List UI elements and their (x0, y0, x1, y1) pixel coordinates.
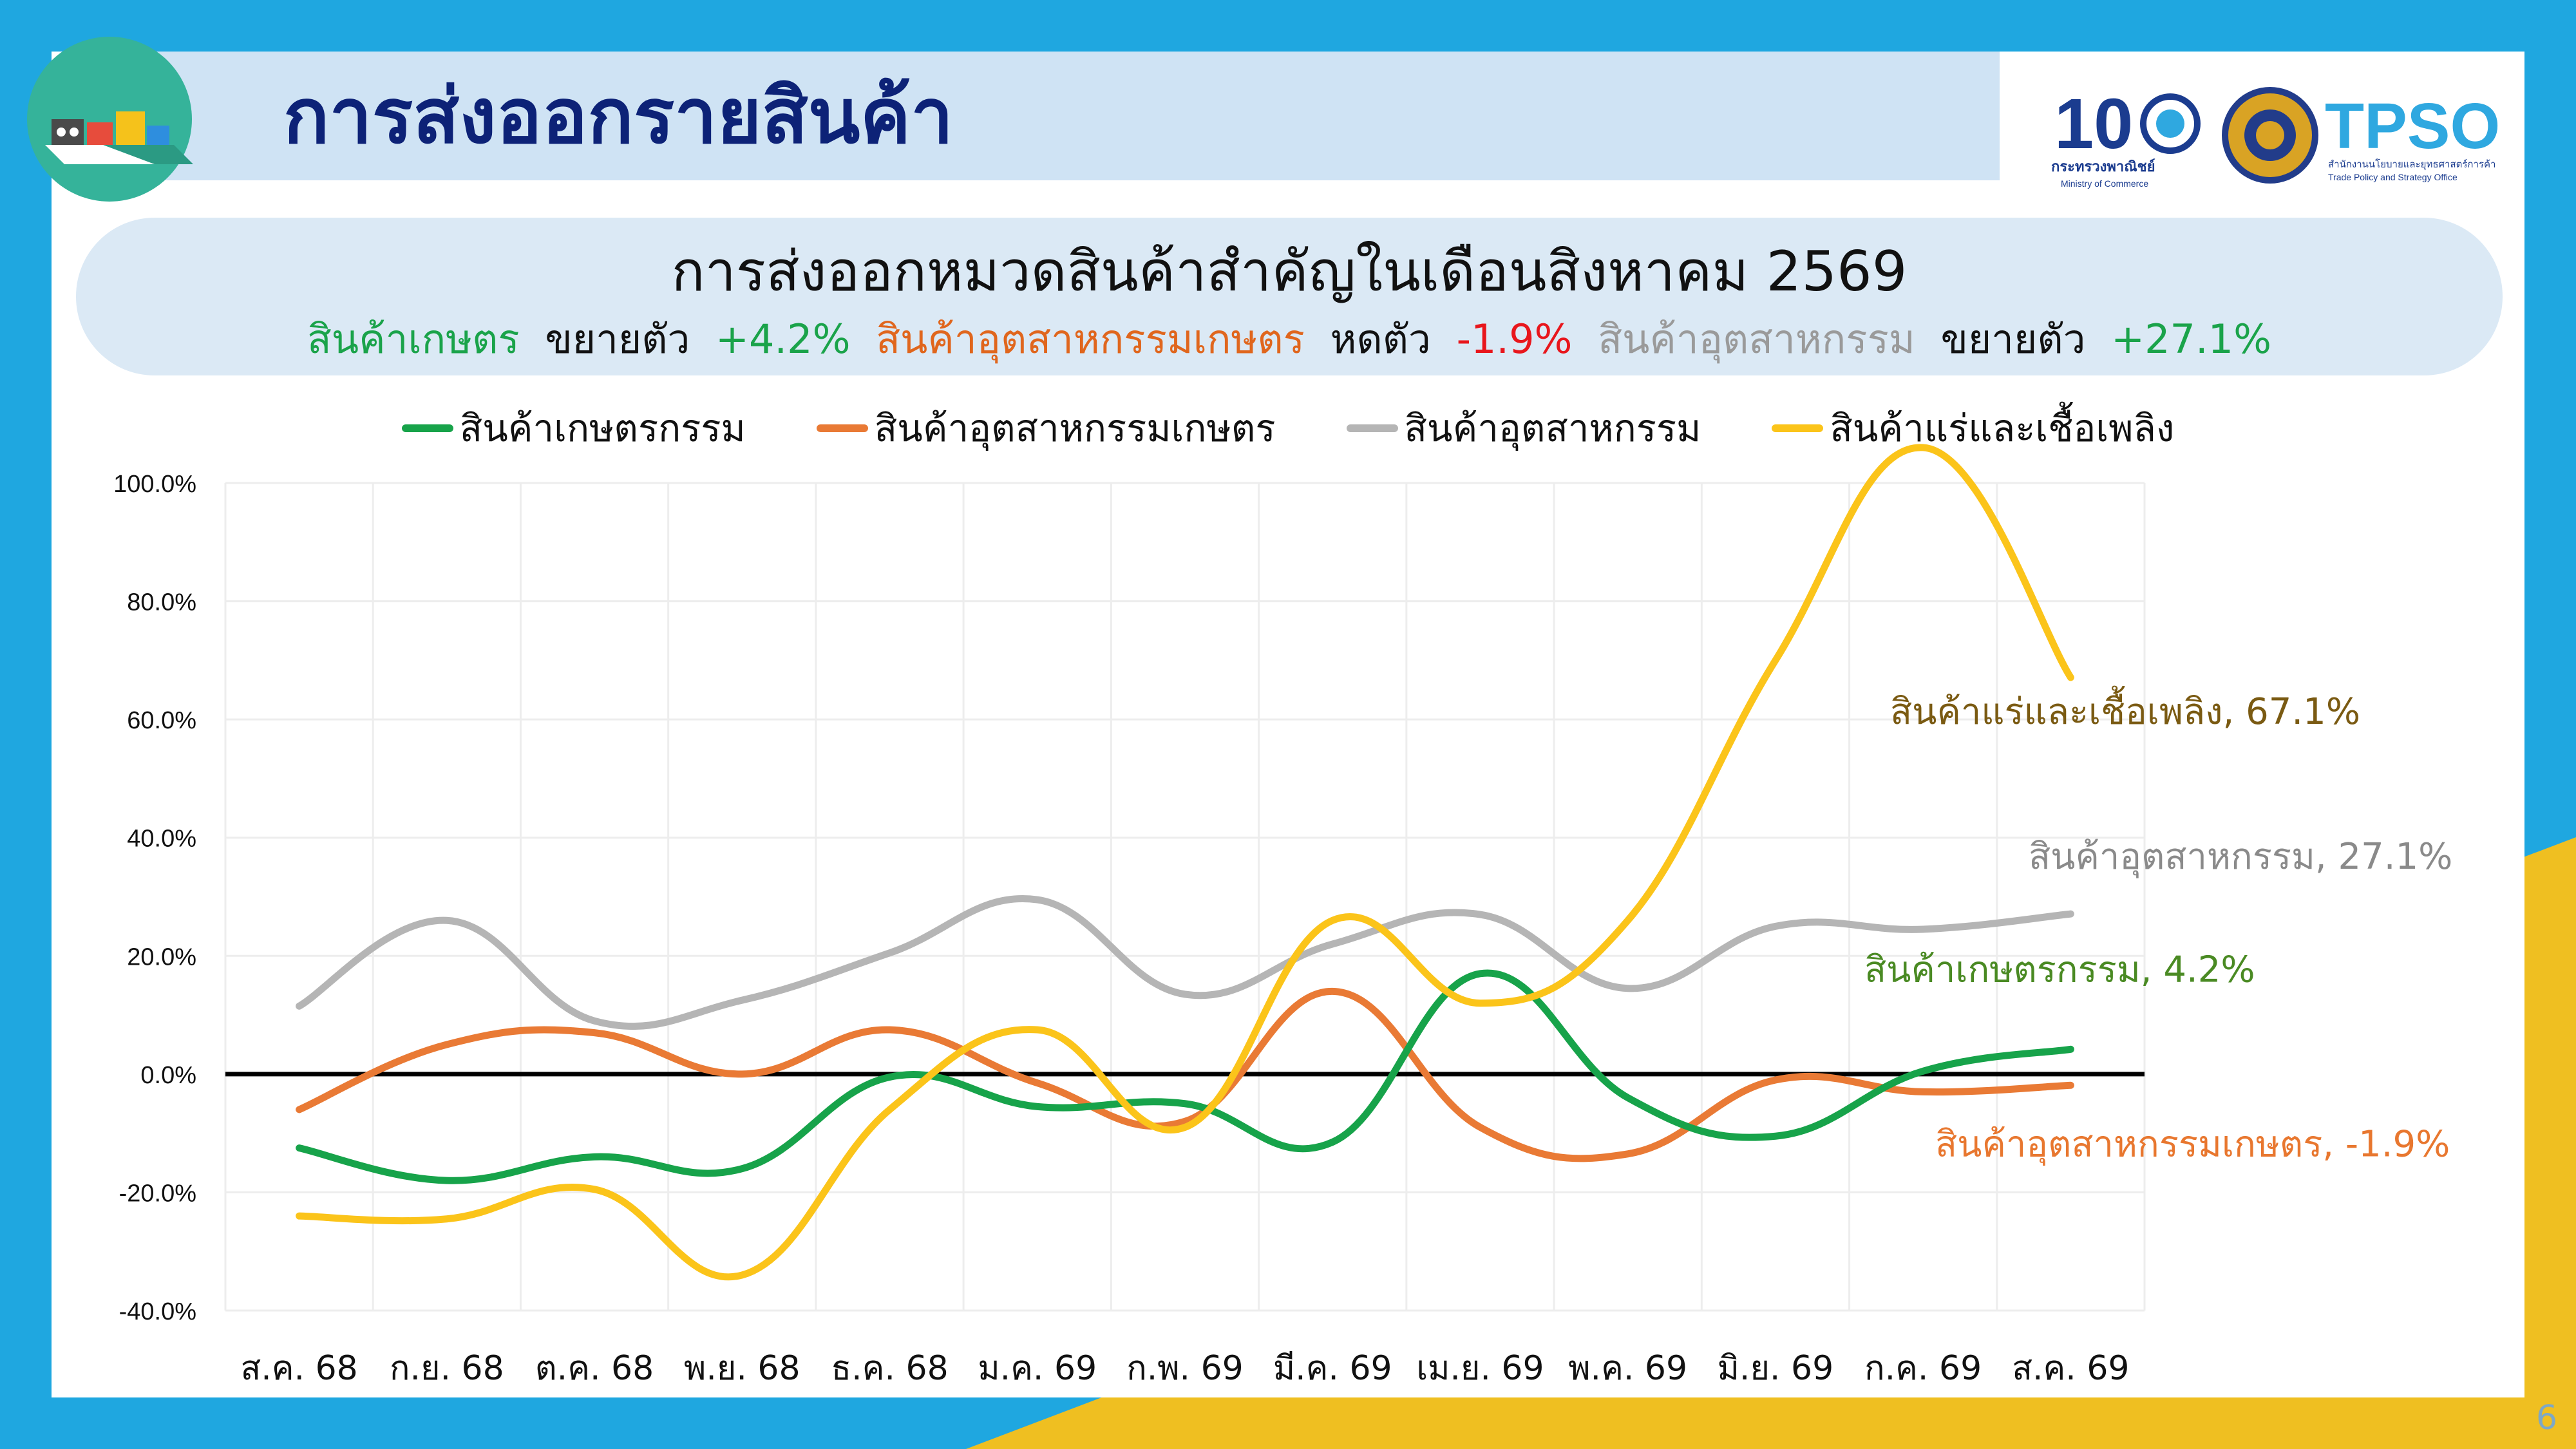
legend-item-agroind: สินค้าอุตสาหกรรมเกษตร (816, 398, 1276, 458)
summary-agroind-verb: หดตัว (1330, 316, 1431, 363)
y-tick-label: -40.0% (119, 1298, 196, 1325)
y-tick-label: -20.0% (119, 1180, 196, 1207)
page-number: 6 (2536, 1399, 2558, 1437)
x-tick-label: ม.ค. 69 (978, 1349, 1097, 1388)
legend-swatch-fuel (1772, 424, 1824, 432)
legend-label-fuel: สินค้าแร่และเชื้อเพลิง (1830, 406, 2175, 450)
y-tick-label: 80.0% (127, 589, 196, 616)
x-tick-label: ส.ค. 68 (240, 1349, 357, 1388)
x-tick-label: ก.ค. 69 (1864, 1349, 1982, 1388)
x-tick-label: ส.ค. 69 (2012, 1349, 2129, 1388)
legend-swatch-agroind (816, 424, 868, 432)
page-title: การส่งออกรายสินค้า (283, 71, 954, 160)
x-tick-label: ต.ค. 68 (535, 1349, 654, 1388)
summary-banner (76, 218, 2503, 375)
legend-item-ind: สินค้าอุตสาหกรรม (1346, 398, 1701, 458)
summary-agri-name: สินค้าเกษตร (307, 316, 520, 363)
y-tick-label: 100.0% (113, 471, 196, 498)
organization-logos: 10 กระทรวงพาณิชย์ Ministry of Commerce T… (2051, 84, 2500, 189)
summary-ind-name: สินค้าอุตสาหกรรม (1598, 316, 1915, 363)
x-tick-label: พ.ย. 68 (684, 1349, 800, 1388)
summary-agroind-value: -1.9% (1456, 316, 1573, 363)
summary-agri-value: +4.2% (715, 316, 851, 363)
svg-text:กระทรวงพาณิชย์: กระทรวงพาณิชย์ (2051, 158, 2155, 175)
y-tick-label: 40.0% (127, 826, 196, 853)
y-tick-label: 60.0% (127, 707, 196, 734)
summary-ind-verb: ขยายตัว (1940, 316, 2086, 363)
legend-label-agroind: สินค้าอุตสาหกรรมเกษตร (874, 406, 1276, 450)
end-label-agriculture: สินค้าเกษตรกรรม, 4.2% (1864, 949, 2255, 990)
legend-label-agri: สินค้าเกษตรกรรม (459, 406, 746, 450)
end-label-agro-industry: สินค้าอุตสาหกรรมเกษตร, -1.9% (1935, 1123, 2450, 1166)
summary-title: การส่งออกหมวดสินค้าสำคัญในเดือนสิงหาคม 2… (671, 240, 1908, 304)
title-band (109, 52, 2000, 180)
end-label-mineral-fuel: สินค้าแร่และเชื้อเพลิง, 67.1% (1890, 686, 2360, 733)
legend-swatch-ind (1346, 424, 1398, 432)
svg-text:สำนักงานนโยบายและยุทธศาสตร์การ: สำนักงานนโยบายและยุทธศาสตร์การค้า (2328, 158, 2496, 171)
moc-100-logo-text: 10 (2054, 84, 2133, 164)
tpso-logo-text: TPSO (2325, 90, 2500, 162)
x-tick-label: พ.ค. 69 (1568, 1349, 1687, 1388)
series-line-industry (296, 895, 2074, 1030)
x-tick-label: ก.พ. 69 (1126, 1349, 1244, 1388)
y-tick-label: 20.0% (127, 943, 196, 971)
summary-agri-verb: ขยายตัว (545, 316, 690, 363)
x-tick-label: มี.ค. 69 (1273, 1349, 1392, 1388)
end-label-industry: สินค้าอุตสาหกรรม, 27.1% (2029, 836, 2452, 878)
legend-swatch-agri (401, 424, 453, 432)
legend-label-ind: สินค้าอุตสาหกรรม (1404, 406, 1701, 450)
x-tick-label: มิ.ย. 69 (1718, 1349, 1834, 1388)
series-line-agro-industry (296, 987, 2074, 1162)
legend-item-fuel: สินค้าแร่และเชื้อเพลิง (1772, 398, 2174, 458)
x-tick-label: ธ.ค. 68 (831, 1349, 948, 1388)
series-line-mineral-fuel (296, 444, 2074, 1281)
summary-line: สินค้าเกษตร ขยายตัว +4.2% สินค้าอุตสาหกร… (76, 308, 2503, 371)
x-tick-label: ก.ย. 68 (390, 1349, 504, 1388)
y-tick-label: 0.0% (140, 1062, 196, 1089)
svg-text:Ministry of Commerce: Ministry of Commerce (2061, 178, 2148, 189)
legend-item-agri: สินค้าเกษตรกรรม (401, 398, 746, 458)
svg-text:Trade Policy and Strategy Offi: Trade Policy and Strategy Office (2328, 172, 2458, 182)
summary-ind-value: +27.1% (2111, 316, 2272, 363)
cargo-ship-icon (27, 37, 193, 202)
chart-legend: สินค้าเกษตรกรรม สินค้าอุตสาหกรรมเกษตร สิ… (0, 398, 2576, 458)
x-tick-label: เม.ย. 69 (1416, 1349, 1544, 1388)
summary-agroind-name: สินค้าอุตสาหกรรมเกษตร (876, 316, 1305, 363)
